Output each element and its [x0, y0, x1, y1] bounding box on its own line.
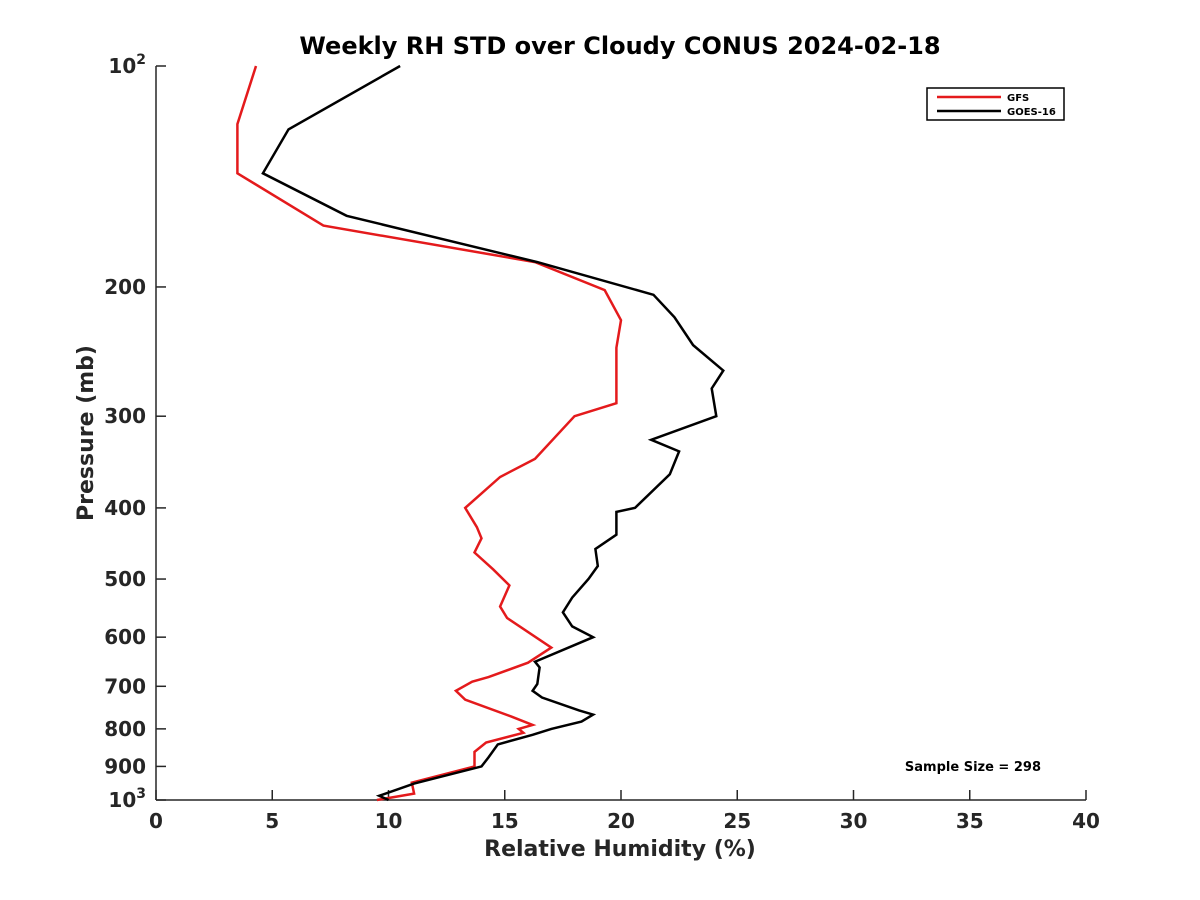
y-tick-label: 700: [104, 674, 146, 698]
x-tick-label: 25: [723, 809, 751, 833]
legend: GFS GOES-16: [926, 87, 1065, 121]
y-tick-label: 500: [104, 567, 146, 591]
y-tick-label: 300: [104, 404, 146, 428]
y-tick-label: 400: [104, 496, 146, 520]
x-tick-label: 15: [491, 809, 519, 833]
legend-label: GFS: [1007, 93, 1029, 104]
legend-label: GOES-16: [1007, 107, 1056, 118]
axes: 0 5 10 15 20 25 30 35 40 102 200 300 400 500 600 700 800…: [104, 52, 1100, 833]
x-tick-label: 0: [149, 809, 163, 833]
y-tick-label: 103: [108, 786, 146, 812]
x-tick-label: 40: [1072, 809, 1100, 833]
legend-box: [926, 87, 1065, 121]
x-tick-label: 30: [840, 809, 868, 833]
series-line-goes-16: [261, 64, 725, 802]
x-tick-label: 20: [607, 809, 635, 833]
x-tick-label: 35: [956, 809, 984, 833]
sample-size-annotation: Sample Size = 298: [905, 760, 1041, 775]
series-line-gfs: [236, 65, 623, 802]
y-tick-label: 900: [104, 754, 146, 778]
y-tick-label: 200: [104, 275, 146, 299]
x-axis-label: Relative Humidity (%): [484, 837, 756, 862]
chart-title: Weekly RH STD over Cloudy CONUS 2024-02-…: [299, 32, 940, 60]
y-tick-label: 600: [104, 625, 146, 649]
x-tick-label: 10: [375, 809, 403, 833]
y-axis-label: Pressure (mb): [74, 345, 99, 521]
y-tick-label: 102: [108, 52, 146, 78]
plot-lines: [236, 64, 725, 802]
y-tick-label: 800: [104, 717, 146, 741]
x-tick-label: 5: [265, 809, 279, 833]
